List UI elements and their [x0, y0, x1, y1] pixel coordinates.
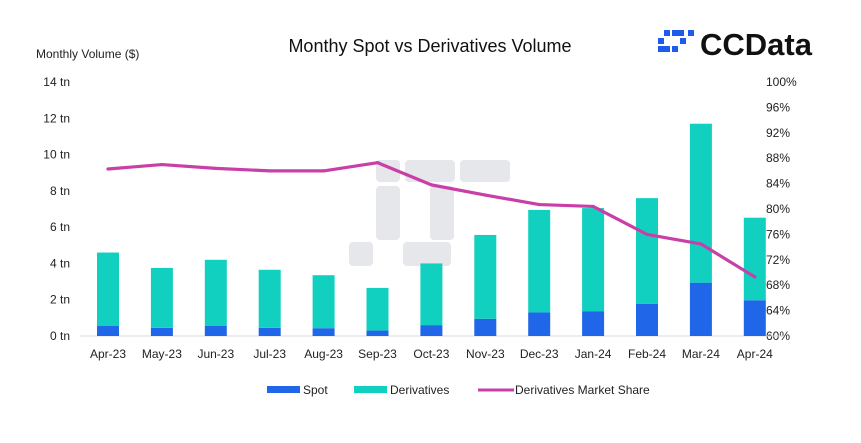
x-tick-label: Mar-24	[682, 347, 720, 361]
x-tick-label: Dec-23	[520, 347, 559, 361]
y2-tick-label: 92%	[766, 126, 790, 140]
x-tick-label: Sep-23	[358, 347, 397, 361]
market-share-point	[645, 232, 649, 236]
spot-bar	[528, 312, 551, 336]
spot-bar	[474, 318, 497, 336]
market-share-point	[591, 204, 595, 209]
legend-label: Derivatives	[390, 383, 449, 397]
watermark	[349, 160, 510, 266]
chart-title: Monthy Spot vs Derivatives Volume	[288, 36, 571, 56]
market-share-point	[699, 242, 703, 246]
y-tick-label: 8 tn	[50, 184, 70, 198]
x-tick-label: Jul-23	[253, 347, 286, 361]
x-tick-label: Jun-23	[197, 347, 234, 361]
market-share-point	[214, 166, 218, 170]
market-share-point	[375, 161, 380, 165]
legend-label: Spot	[303, 383, 328, 397]
y2-tick-label: 64%	[766, 304, 790, 318]
x-tick-label: Feb-24	[628, 347, 666, 361]
legend-item: Derivatives	[354, 383, 449, 397]
derivatives-bar	[366, 287, 389, 331]
y2-tick-label: 72%	[766, 253, 790, 267]
market-share-point	[429, 183, 433, 187]
spot-bar	[366, 330, 389, 336]
y-tick-label: 6 tn	[50, 220, 70, 234]
y2-tick-label: 88%	[766, 151, 790, 165]
y-tick-label: 4 tn	[50, 256, 70, 270]
y-tick-label: 0 tn	[50, 329, 70, 343]
derivatives-bar	[689, 123, 712, 283]
x-tick-label: Aug-23	[304, 347, 343, 361]
legend-swatch	[354, 386, 387, 393]
derivatives-bar	[312, 275, 335, 329]
spot-bar	[150, 327, 173, 336]
market-share-point	[483, 193, 487, 197]
ccdata-logo-icon	[658, 30, 694, 52]
derivatives-bar	[204, 259, 227, 327]
y2-tick-label: 96%	[766, 100, 790, 114]
legend: Spot Derivatives Derivatives Market Share	[267, 383, 650, 397]
market-share-point	[268, 169, 272, 173]
spot-bar	[582, 311, 605, 336]
y2-tick-label: 100%	[766, 75, 797, 89]
x-tick-label: Apr-23	[90, 347, 126, 361]
y2-tick-label: 84%	[766, 177, 790, 191]
x-tick-label: Jan-24	[575, 347, 612, 361]
legend-item: Spot	[267, 383, 328, 397]
derivatives-bar	[528, 209, 551, 313]
derivatives-bar	[636, 198, 658, 304]
y-tick-label: 2 tn	[50, 293, 70, 307]
market-share-point	[753, 275, 757, 279]
market-share-point	[106, 167, 110, 171]
spot-bar	[97, 326, 119, 336]
y-tick-label: 12 tn	[43, 111, 70, 125]
x-tick-label: Apr-24	[737, 347, 773, 361]
spot-bar	[420, 325, 443, 336]
spot-bar	[636, 303, 658, 336]
legend-item: Derivatives Market Share	[478, 383, 650, 397]
y2-tick-label: 68%	[766, 278, 790, 292]
logo: CCData	[658, 27, 813, 62]
y2-tick-label: 80%	[766, 202, 790, 216]
spot-bar	[689, 282, 712, 336]
y-tick-label: 10 tn	[43, 148, 70, 162]
spot-bar	[258, 327, 281, 336]
logo-text: CCData	[700, 27, 813, 62]
x-tick-label: Oct-23	[413, 347, 449, 361]
legend-label: Derivatives Market Share	[515, 383, 650, 397]
legend-swatch	[267, 386, 300, 393]
x-tick-label: Nov-23	[466, 347, 505, 361]
spot-bar	[204, 326, 227, 336]
spot-bar	[743, 300, 766, 336]
derivatives-bar	[474, 234, 497, 319]
spot-bar	[312, 328, 335, 336]
market-share-point	[160, 162, 164, 167]
derivatives-bar	[420, 263, 443, 326]
x-tick-label: May-23	[142, 347, 182, 361]
y2-tick-label: 76%	[766, 227, 790, 241]
market-share-point	[537, 202, 541, 207]
derivatives-bar	[258, 269, 281, 328]
y-tick-label: 14 tn	[43, 75, 70, 89]
derivatives-bar	[97, 252, 119, 327]
market-share-point	[322, 169, 326, 173]
y-axis-label: Monthly Volume ($)	[36, 47, 139, 61]
derivatives-bar	[582, 208, 605, 312]
derivatives-bar	[743, 217, 766, 301]
derivatives-bar	[150, 267, 173, 328]
